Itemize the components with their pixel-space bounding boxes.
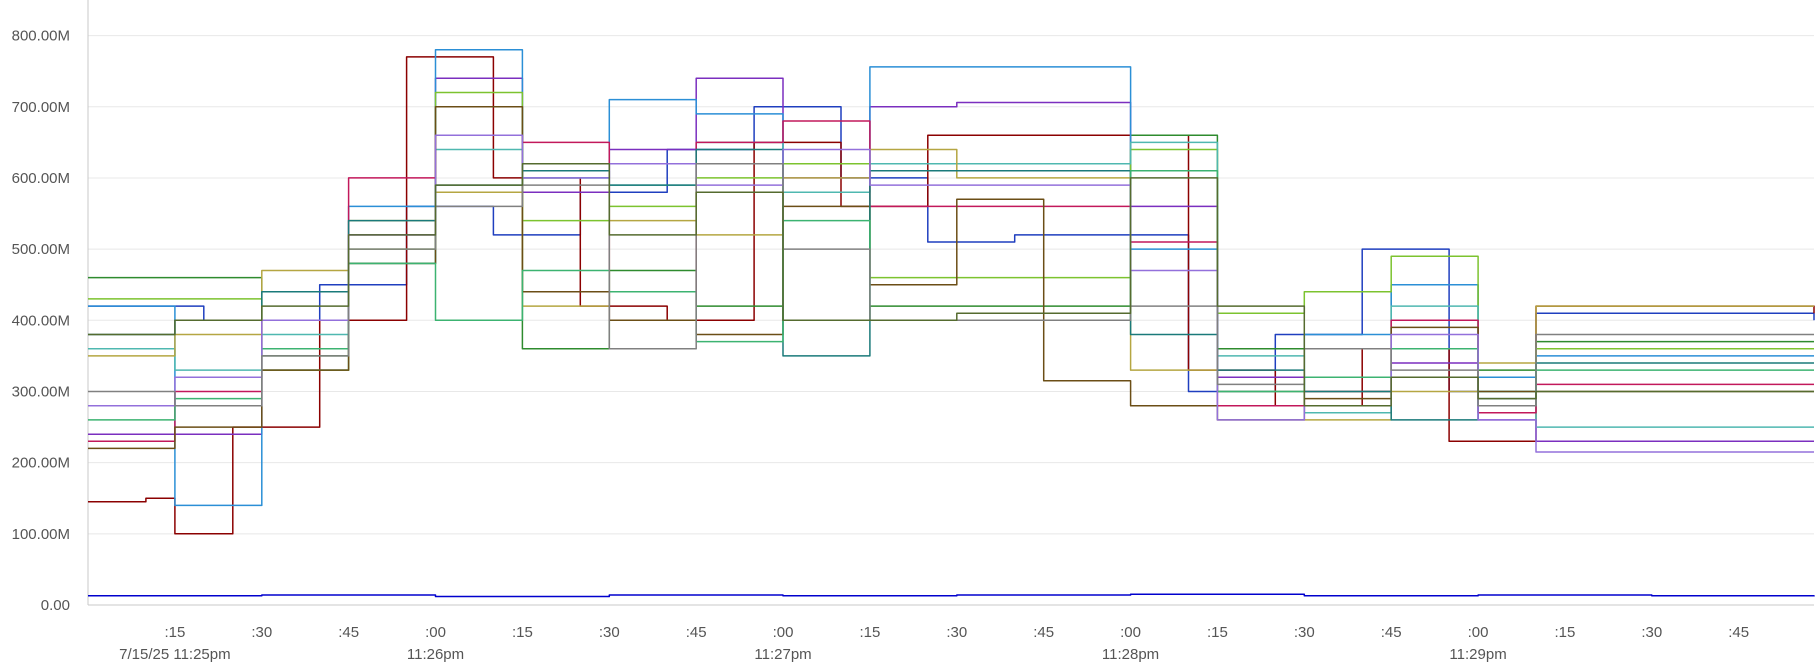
y-tick-label: 0.00 — [41, 597, 70, 614]
x-tick-date-label: 11:28pm — [1102, 646, 1159, 663]
x-tick-label: :45 — [1728, 624, 1749, 641]
y-axis: 0.00 100.00M 200.00M 300.00M 400.00M 500.00M 6… — [12, 0, 89, 614]
y-tick-label: 500.00M — [12, 241, 70, 258]
x-tick-label: :15 — [859, 624, 880, 641]
y-tick-label: 200.00M — [12, 455, 70, 472]
x-tick-label: :45 — [1381, 624, 1402, 641]
x-tick-label: :15 — [1207, 624, 1228, 641]
series-line-4[interactable] — [88, 77, 1814, 443]
x-tick-label: :30 — [946, 624, 967, 641]
x-tick-label: :00 — [1468, 624, 1489, 641]
y-tick-label: 800.00M — [12, 28, 70, 45]
x-tick-label: :00 — [773, 624, 794, 641]
x-tick-date-label: 7/15/25 11:25pm — [119, 646, 230, 663]
x-axis: :15 7/15/25 11:25pm :30 :45 :00 11:26pm :15 :30… — [88, 604, 1814, 663]
x-tick-date-label: 11:26pm — [407, 646, 464, 663]
x-tick-label: :15 — [1555, 624, 1576, 641]
x-tick-label: :45 — [686, 624, 707, 641]
series-line-13[interactable] — [88, 134, 1814, 453]
series-line-12[interactable] — [88, 170, 1814, 421]
x-tick-label: :30 — [599, 624, 620, 641]
x-tick-label: :45 — [338, 624, 359, 641]
y-tick-label: 700.00M — [12, 99, 70, 116]
series-line-16[interactable] — [88, 593, 1815, 598]
x-tick-date-label: 11:27pm — [754, 646, 811, 663]
x-tick-label: :45 — [1033, 624, 1054, 641]
y-tick-label: 100.00M — [12, 526, 70, 543]
series-line-9[interactable] — [88, 120, 1814, 443]
x-tick-label: :15 — [512, 624, 533, 641]
y-tick-label: 300.00M — [12, 383, 70, 400]
series-group — [88, 49, 1815, 598]
x-tick-label: :15 — [164, 624, 185, 641]
x-tick-label: :30 — [251, 624, 272, 641]
y-tick-label: 600.00M — [12, 170, 70, 187]
x-tick-date-label: 11:29pm — [1449, 646, 1506, 663]
x-tick-label: :30 — [1294, 624, 1315, 641]
x-tick-label: :00 — [425, 624, 446, 641]
y-tick-label: 400.00M — [12, 312, 70, 329]
x-tick-label: :30 — [1641, 624, 1662, 641]
series-line-15[interactable] — [88, 162, 1814, 407]
x-tick-label: :00 — [1120, 624, 1141, 641]
